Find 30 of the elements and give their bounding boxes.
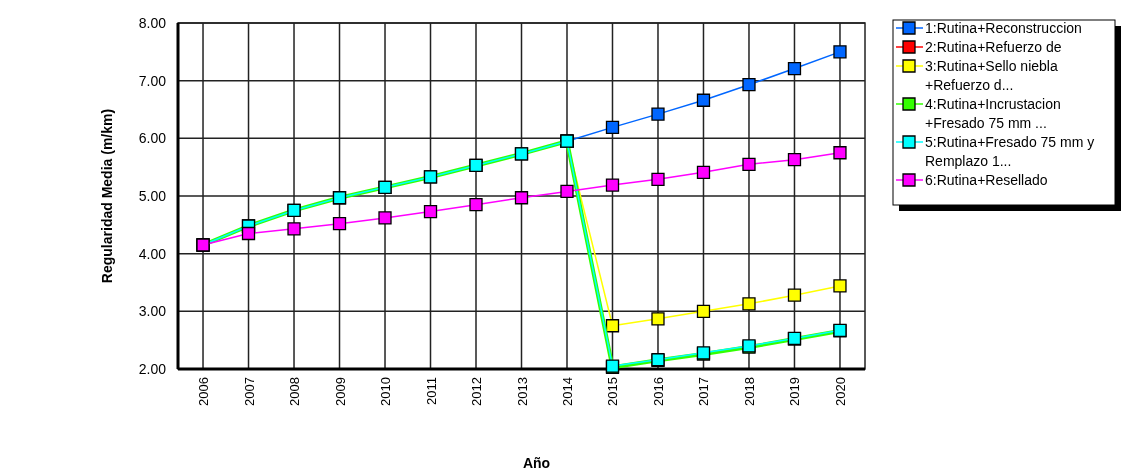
x-tick-label: 2015: [605, 377, 621, 406]
legend-label: 3:Rutina+Sello niebla+Refuerzo d...: [925, 57, 1058, 93]
x-tick-label: 2007: [241, 377, 257, 406]
legend-label: 1:Rutina+Reconstruccion: [925, 19, 1082, 36]
x-tick-label: 2008: [287, 377, 303, 406]
x-axis-title: Año: [522, 455, 551, 471]
x-tick-label: 2012: [469, 377, 484, 406]
y-tick-label: 5.00: [138, 187, 167, 204]
x-tick-label: 2020: [832, 377, 848, 406]
legend-label: 6:Rutina+Resellado: [925, 171, 1048, 188]
legend-label: 5:Rutina+Fresado 75 mm y Remplazo 1...: [925, 133, 1095, 169]
x-tick-label: 2014: [560, 377, 575, 406]
x-tick-label: 2019: [787, 377, 803, 406]
y-axis-title: Regularidad Media (m/km): [99, 108, 115, 284]
x-tick-label: 2016: [650, 377, 666, 406]
y-tick-label: 2.00: [138, 360, 167, 377]
x-tick-label: 2010: [378, 377, 394, 406]
y-tick-label: 3.00: [138, 303, 167, 320]
legend-label: 2:Rutina+Refuerzo de: [925, 38, 1062, 55]
y-tick-label: 7.00: [138, 72, 167, 89]
x-tick-label: 2006: [196, 377, 212, 406]
legend-label: 4:Rutina+Incrustacion+Fresado 75 mm ...: [925, 95, 1061, 131]
y-tick-label: 4.00: [138, 245, 167, 262]
x-tick-label: 2011: [423, 377, 439, 405]
x-tick-label: 2018: [741, 377, 757, 406]
y-tick-label: 8.00: [138, 14, 167, 31]
x-tick-label: 2009: [332, 377, 348, 406]
y-tick-label: 6.00: [138, 130, 167, 147]
x-tick-label: 2013: [514, 377, 530, 406]
x-tick-label: 2017: [696, 377, 712, 406]
